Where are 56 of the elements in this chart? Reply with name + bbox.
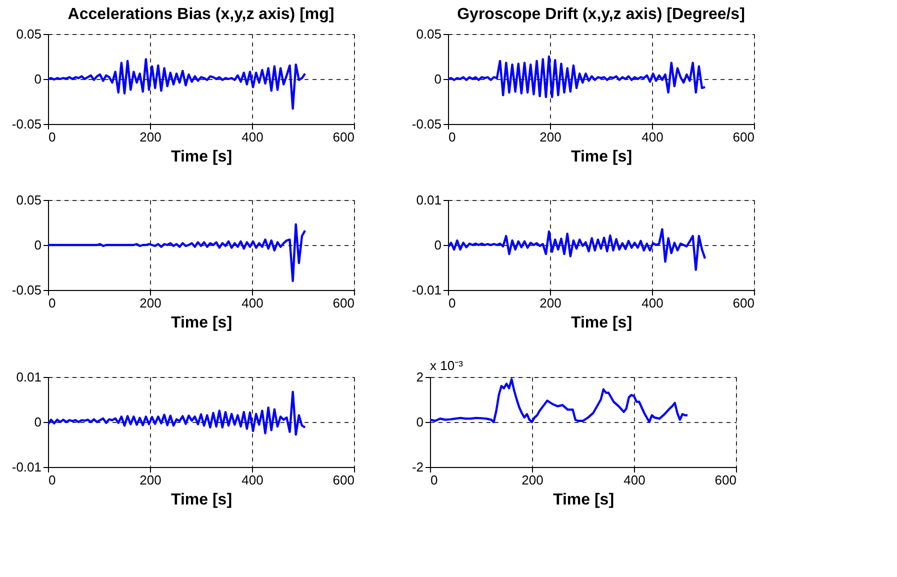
x-tick-label: 400 (242, 130, 264, 144)
x-tick-label: 0 (448, 296, 456, 310)
x-axis-title: Time [s] (170, 314, 232, 332)
chart-title: Accelerations Bias (x,y,z axis) [mg] (68, 6, 334, 23)
y-tick-label: 0.01 (416, 192, 442, 208)
y-tick-label: 2 (416, 370, 424, 384)
x-tick-label: 200 (540, 296, 562, 310)
x-tick-label: 600 (332, 472, 354, 488)
x-tick-label: 600 (732, 296, 754, 310)
x-tick-label: 0 (48, 130, 56, 144)
x-tick-label: 0 (48, 472, 56, 488)
x-tick-label: 0 (48, 296, 56, 310)
x-tick-label: 200 (540, 130, 562, 144)
y-tick-label: 0.05 (16, 26, 42, 42)
y-tick-label: -0.05 (12, 116, 42, 132)
x-axis-title: Time [s] (552, 492, 614, 508)
x-tick-label: 400 (242, 296, 264, 310)
x-tick-label: 200 (140, 130, 162, 144)
line-series (48, 223, 306, 282)
y-tick-label: 0.05 (416, 26, 442, 42)
y-tick-label: 0 (434, 238, 442, 252)
x-tick-label: 600 (332, 130, 354, 144)
y-tick-label: 0 (34, 72, 42, 86)
x-tick-label: 400 (642, 296, 664, 310)
line-series (48, 390, 306, 436)
x-tick-label: 600 (332, 296, 354, 310)
x-tick-label: 600 (732, 130, 754, 144)
x-axis-title: Time [s] (170, 148, 232, 166)
y-tick-label: 0.01 (16, 370, 42, 384)
text: x 10⁻³ (430, 358, 464, 373)
line-series (448, 55, 706, 98)
y-tick-label: -2 (412, 460, 424, 474)
x-tick-label: 400 (624, 472, 646, 488)
x-axis-title: Time [s] (570, 314, 632, 332)
x-tick-label: 200 (522, 472, 544, 488)
y-tick-label: -0.01 (412, 282, 442, 298)
x-tick-label: 400 (642, 130, 664, 144)
x-tick-label: 200 (140, 296, 162, 310)
y-tick-label: -0.05 (412, 116, 442, 132)
y-tick-label: -0.01 (12, 460, 42, 474)
x-tick-label: 0 (448, 130, 456, 144)
y-tick-label: 0 (34, 414, 42, 430)
line-series (448, 228, 706, 271)
line-series (430, 378, 689, 424)
chart-title: Gyroscope Drift (x,y,z axis) [Degree/s] (457, 6, 745, 23)
x-tick-label: 400 (242, 472, 264, 488)
y-tick-label: 0.05 (16, 192, 42, 208)
y-tick-label: -0.05 (12, 282, 42, 298)
x-tick-label: 200 (140, 472, 162, 488)
y-tick-label: 0 (434, 72, 442, 86)
y-tick-label: 0 (34, 238, 42, 252)
line-series (48, 58, 306, 110)
x-axis-title: Time [s] (570, 148, 632, 166)
x-tick-label: 600 (714, 472, 736, 488)
x-axis-title: Time [s] (170, 492, 232, 508)
y-tick-label: 0 (416, 414, 424, 430)
